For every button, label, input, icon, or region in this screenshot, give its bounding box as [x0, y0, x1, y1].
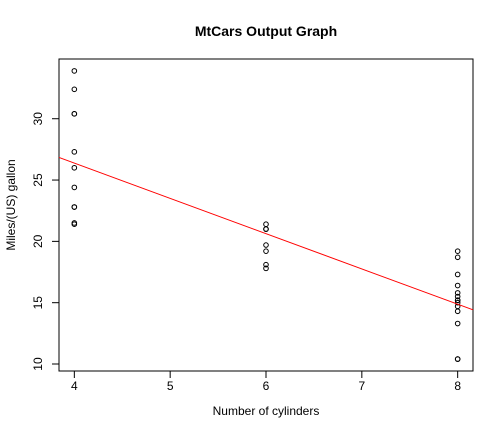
data-points [71, 68, 461, 362]
data-point [454, 299, 461, 306]
data-point [71, 204, 78, 210]
x-axis-label: Number of cylinders [213, 404, 320, 418]
data-point [263, 242, 269, 248]
data-point [71, 149, 78, 155]
x-tick-label: 7 [358, 379, 365, 393]
regression-line [58, 156, 474, 311]
y-tick-label: 25 [31, 173, 45, 187]
x-axis: 4 5 6 7 8 [71, 370, 461, 393]
chart-title: MtCars Output Graph [195, 23, 337, 39]
y-tick-label: 30 [31, 112, 45, 126]
data-point [454, 356, 461, 362]
data-point [71, 164, 78, 171]
data-point [454, 293, 461, 300]
data-point [454, 320, 461, 327]
y-tick-label: 10 [31, 357, 45, 371]
regression-line-group [58, 156, 474, 311]
data-point [454, 282, 461, 289]
y-tick-label: 15 [31, 296, 45, 310]
x-tick-label: 6 [263, 379, 270, 393]
data-point [71, 111, 78, 117]
data-point [454, 308, 461, 315]
data-point [263, 226, 269, 232]
x-tick-label: 4 [71, 379, 78, 393]
y-tick-label: 20 [31, 234, 45, 248]
plot-frame [58, 58, 474, 372]
data-point [454, 290, 461, 296]
x-tick-label: 8 [454, 379, 461, 393]
x-tick-label: 5 [167, 379, 174, 393]
data-point [71, 86, 78, 93]
data-point [263, 265, 269, 272]
data-point [454, 248, 461, 254]
data-point [454, 271, 461, 278]
data-point [263, 221, 269, 227]
data-point [263, 248, 269, 254]
data-point [71, 68, 78, 74]
y-axis: 10 15 20 25 30 [31, 112, 60, 371]
data-point [71, 221, 78, 227]
y-axis-label: Miles/(US) gallon [4, 159, 18, 250]
data-point [71, 184, 78, 191]
data-point [263, 261, 269, 268]
data-point [454, 297, 461, 304]
data-point [454, 254, 461, 261]
